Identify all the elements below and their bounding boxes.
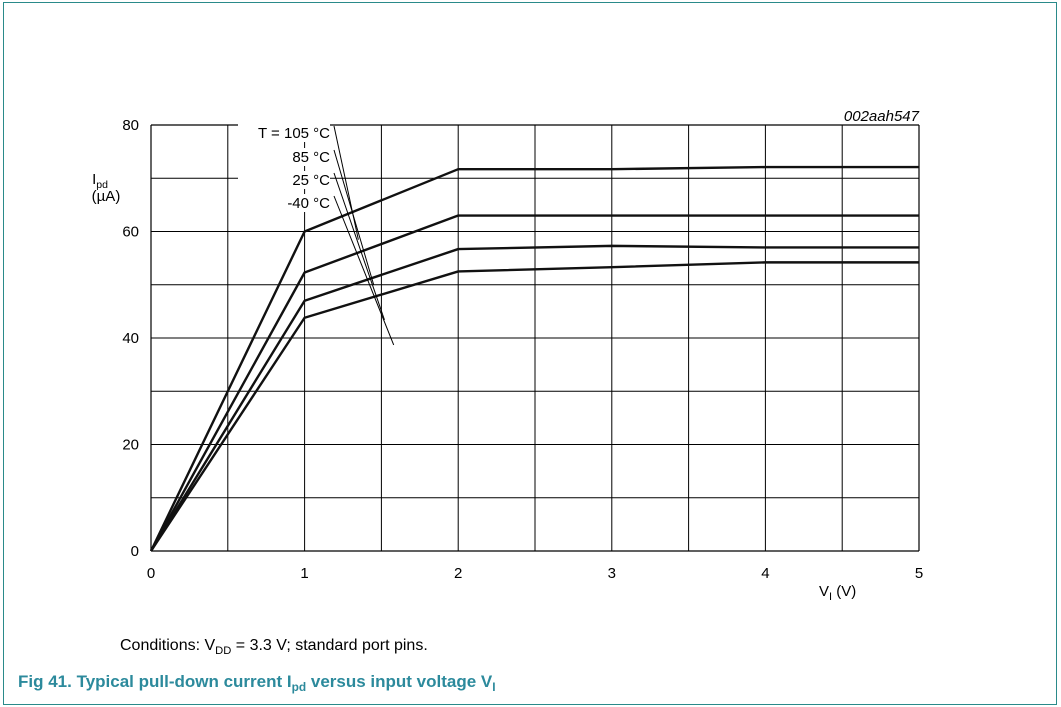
y-tick-label: 20 — [122, 437, 139, 454]
y-tick-label: 0 — [131, 543, 139, 560]
series-line-0 — [149, 165, 919, 552]
series-line-3 — [149, 261, 919, 552]
legend-label-bg — [238, 124, 330, 142]
legend-label-bg — [238, 148, 330, 166]
legend-label: T = 105 °C — [258, 125, 330, 142]
legend-leader-line — [333, 149, 375, 286]
legend-leader-line — [333, 125, 359, 240]
series-legend: T = 105 °C 85 °C 25 °C -40 °C — [238, 124, 395, 346]
legend-leader-line — [333, 195, 395, 346]
y-tick-label: 60 — [122, 224, 139, 241]
legend-label-bg — [238, 171, 330, 189]
figure-caption: Fig 41. Typical pull-down current Ipd ve… — [18, 672, 496, 694]
legend-label: 25 °C — [292, 172, 330, 189]
chart-series — [149, 165, 919, 552]
axis-ticks: 0 20 40 60 80 0 1 2 3 4 5 — [122, 117, 923, 582]
legend-leader-line — [333, 172, 385, 321]
y-tick-label: 80 — [122, 117, 139, 134]
x-tick-label: 4 — [761, 565, 769, 582]
y-tick-label: 40 — [122, 330, 139, 347]
legend-label: 85 °C — [292, 149, 330, 166]
series-line-2 — [149, 244, 919, 552]
legend-label-bg — [238, 194, 330, 212]
legend-label: -40 °C — [287, 195, 330, 212]
conditions-note: Conditions: VDD = 3.3 V; standard port p… — [120, 637, 428, 657]
series-line-1 — [149, 214, 919, 552]
y-axis-unit: (µA) — [92, 188, 121, 205]
x-tick-label: 1 — [300, 565, 308, 582]
figure-frame — [3, 2, 1057, 705]
figure-id-label: 002aah547 — [844, 108, 920, 125]
x-tick-label: 0 — [147, 565, 155, 582]
x-axis-label: VI (V) — [819, 583, 856, 603]
x-tick-label: 3 — [608, 565, 616, 582]
y-axis-label: Ipd — [92, 171, 108, 191]
x-tick-label: 2 — [454, 565, 462, 582]
x-tick-label: 5 — [915, 565, 923, 582]
